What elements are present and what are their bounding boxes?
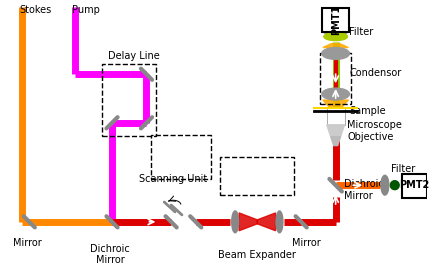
Polygon shape (327, 125, 345, 137)
Ellipse shape (324, 33, 347, 41)
Text: PMT1: PMT1 (331, 5, 341, 35)
Polygon shape (257, 213, 275, 231)
Ellipse shape (390, 181, 399, 190)
Text: Filter: Filter (391, 164, 415, 174)
Text: Pump: Pump (71, 5, 100, 15)
Polygon shape (323, 43, 349, 48)
Ellipse shape (232, 211, 239, 233)
Text: PMT2: PMT2 (399, 180, 430, 190)
Text: Sample: Sample (349, 106, 386, 116)
Text: Delay Line: Delay Line (108, 52, 160, 61)
Bar (327, 107, 345, 125)
FancyBboxPatch shape (322, 8, 349, 32)
Ellipse shape (276, 211, 283, 233)
Bar (320, 53, 352, 104)
Polygon shape (323, 100, 349, 111)
Ellipse shape (324, 28, 347, 36)
Text: Mirror: Mirror (13, 238, 42, 248)
Ellipse shape (322, 88, 349, 100)
Text: Condensor: Condensor (349, 68, 402, 78)
Ellipse shape (322, 48, 349, 59)
Polygon shape (331, 137, 341, 146)
Polygon shape (239, 213, 257, 231)
Bar (220, 157, 294, 195)
Bar (152, 135, 210, 179)
Text: Scanning Unit: Scanning Unit (139, 174, 207, 184)
Text: Stokes: Stokes (19, 5, 52, 15)
Text: Microscope
Objective: Microscope Objective (347, 120, 402, 142)
Bar (102, 64, 156, 136)
Text: Filter: Filter (349, 27, 374, 37)
Ellipse shape (381, 175, 389, 195)
Text: Beam Expander: Beam Expander (218, 250, 296, 260)
Text: Dichroic
Mirror: Dichroic Mirror (343, 179, 383, 201)
Text: Mirror: Mirror (292, 238, 320, 248)
Text: Dichroic
Mirror: Dichroic Mirror (90, 244, 130, 265)
FancyBboxPatch shape (402, 174, 427, 198)
